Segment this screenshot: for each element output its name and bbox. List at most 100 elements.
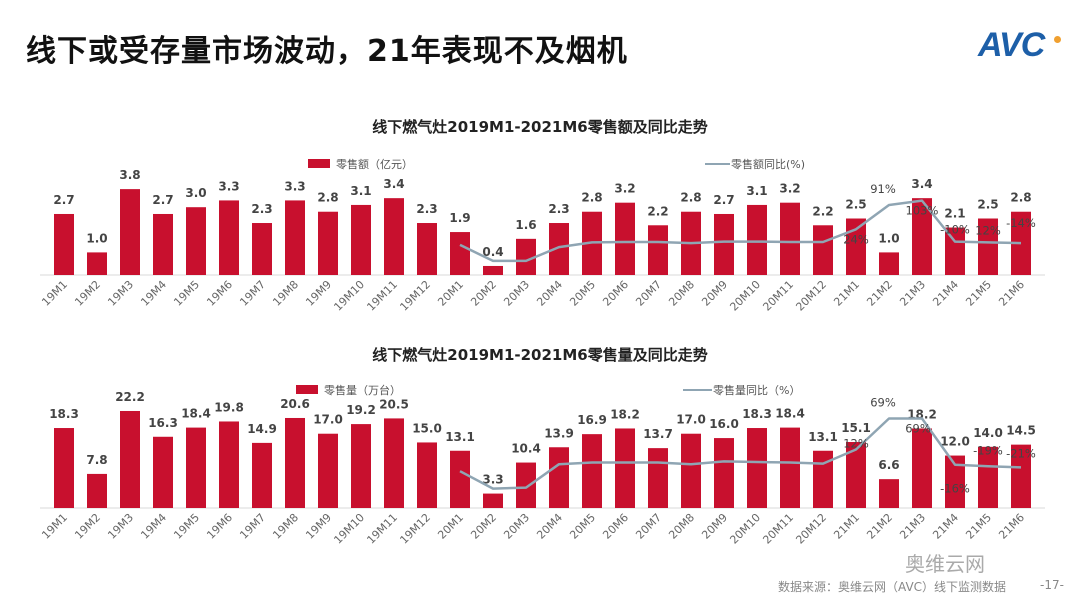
bar-20M3 bbox=[516, 462, 536, 508]
bar-21M1 bbox=[846, 442, 866, 508]
bar-label-19M5: 18.4 bbox=[181, 407, 211, 421]
chart-2-legend-bar: 零售量（万台） bbox=[324, 383, 401, 397]
bar-20M3 bbox=[516, 238, 536, 275]
bar-label-19M12: 15.0 bbox=[412, 421, 442, 435]
x-tick-19M6: 19M6 bbox=[204, 511, 235, 542]
bar-label-20M10: 18.3 bbox=[742, 407, 772, 421]
x-tick-19M3: 19M3 bbox=[105, 511, 136, 542]
bar-19M1 bbox=[54, 428, 74, 508]
page-number: -17- bbox=[1040, 578, 1064, 592]
x-tick-20M6: 20M6 bbox=[600, 511, 631, 542]
bar-19M9 bbox=[318, 211, 338, 275]
bar-20M8 bbox=[681, 433, 701, 508]
x-tick-19M2: 19M2 bbox=[72, 511, 103, 542]
bar-21M4 bbox=[945, 455, 965, 508]
bar-label-19M9: 2.8 bbox=[317, 191, 338, 205]
bar-20M9 bbox=[714, 213, 734, 275]
x-tick-19M6: 19M6 bbox=[204, 278, 235, 309]
x-tick-19M12: 19M12 bbox=[397, 278, 433, 314]
bar-label-20M8: 17.0 bbox=[676, 413, 706, 427]
chart-1-legend-line: 零售额同比(%) bbox=[731, 157, 805, 171]
bar-label-19M10: 19.2 bbox=[346, 403, 376, 417]
x-tick-20M2: 20M2 bbox=[468, 278, 499, 309]
bar-label-20M7: 13.7 bbox=[643, 427, 673, 441]
bar-label-20M11: 18.4 bbox=[775, 407, 805, 421]
bar-label-21M4: 2.1 bbox=[944, 207, 965, 221]
yoy-label-21M6: -14% bbox=[1006, 216, 1036, 230]
bar-label-19M3: 22.2 bbox=[115, 390, 145, 404]
bar-21M6 bbox=[1011, 211, 1031, 275]
bar-label-20M5: 16.9 bbox=[577, 413, 607, 427]
yoy-line bbox=[459, 199, 1022, 263]
x-tick-20M10: 20M10 bbox=[727, 511, 763, 547]
bar-20M6 bbox=[615, 428, 635, 508]
x-tick-20M11: 20M11 bbox=[760, 278, 796, 314]
bar-19M11 bbox=[384, 198, 404, 275]
x-tick-19M2: 19M2 bbox=[72, 278, 103, 309]
x-tick-20M8: 20M8 bbox=[666, 511, 697, 542]
bar-20M4 bbox=[549, 447, 569, 508]
bar-label-19M2: 1.0 bbox=[86, 231, 107, 245]
bar-19M6 bbox=[219, 421, 239, 508]
x-tick-20M6: 20M6 bbox=[600, 278, 631, 309]
bar-label-19M6: 19.8 bbox=[214, 400, 244, 414]
bar-19M8 bbox=[285, 417, 305, 508]
yoy-line bbox=[459, 417, 1022, 490]
bar-label-20M4: 2.3 bbox=[548, 202, 569, 216]
x-tick-19M4: 19M4 bbox=[138, 511, 169, 542]
bar-19M3 bbox=[120, 189, 140, 275]
x-tick-20M1: 20M1 bbox=[435, 511, 466, 542]
bar-label-20M3: 10.4 bbox=[511, 442, 541, 456]
bar-label-20M2: 0.4 bbox=[482, 245, 503, 259]
x-tick-19M5: 19M5 bbox=[171, 511, 202, 542]
bar-21M3 bbox=[912, 198, 932, 275]
x-tick-20M12: 20M12 bbox=[793, 278, 829, 314]
x-tick-20M4: 20M4 bbox=[534, 511, 565, 542]
bar-19M7 bbox=[252, 442, 272, 508]
yoy-label-21M6: -21% bbox=[1006, 446, 1036, 460]
bar-20M2 bbox=[483, 265, 503, 275]
yoy-label-21M2: 69% bbox=[870, 395, 896, 409]
x-tick-19M8: 19M8 bbox=[270, 278, 301, 309]
x-tick-21M2: 21M2 bbox=[864, 511, 895, 542]
chart-2-plot: 18.319M17.819M222.219M316.319M418.419M51… bbox=[39, 390, 1045, 547]
x-tick-20M3: 20M3 bbox=[501, 511, 532, 542]
bar-20M4 bbox=[549, 223, 569, 275]
bar-19M3 bbox=[120, 410, 140, 508]
bar-label-19M12: 2.3 bbox=[416, 202, 437, 216]
bar-label-19M1: 2.7 bbox=[53, 193, 74, 207]
bar-label-20M6: 3.2 bbox=[614, 182, 635, 196]
chart-1-legend-bar: 零售额（亿元） bbox=[336, 157, 413, 171]
bar-21M5 bbox=[978, 218, 998, 275]
bar-21M5 bbox=[978, 446, 998, 508]
wechat-watermark: 奥维云网 bbox=[905, 552, 985, 576]
bar-label-19M11: 20.5 bbox=[379, 397, 409, 411]
chart-1-title: 线下燃气灶2019M1-2021M6零售额及同比走势 bbox=[372, 118, 707, 136]
bar-19M4 bbox=[153, 213, 173, 275]
bar-19M6 bbox=[219, 200, 239, 275]
bar-20M5 bbox=[582, 434, 602, 508]
x-tick-19M9: 19M9 bbox=[303, 511, 334, 542]
bar-20M6 bbox=[615, 202, 635, 275]
bar-label-21M1: 15.1 bbox=[841, 421, 871, 435]
bar-21M3 bbox=[912, 428, 932, 508]
bar-19M5 bbox=[186, 207, 206, 275]
x-tick-20M9: 20M9 bbox=[699, 511, 730, 542]
x-tick-21M6: 21M6 bbox=[996, 278, 1027, 309]
x-tick-20M5: 20M5 bbox=[567, 278, 598, 309]
yoy-label-21M5: 12% bbox=[975, 223, 1001, 237]
bar-label-20M8: 2.8 bbox=[680, 191, 701, 205]
x-tick-20M2: 20M2 bbox=[468, 511, 499, 542]
x-tick-19M1: 19M1 bbox=[39, 511, 70, 542]
bar-label-19M9: 17.0 bbox=[313, 413, 343, 427]
x-tick-21M3: 21M3 bbox=[897, 278, 928, 309]
bar-label-19M8: 3.3 bbox=[284, 179, 305, 193]
bar-label-21M1: 2.5 bbox=[845, 198, 866, 212]
x-tick-20M3: 20M3 bbox=[501, 278, 532, 309]
bar-label-20M3: 1.6 bbox=[515, 218, 536, 232]
x-tick-20M12: 20M12 bbox=[793, 511, 829, 547]
x-tick-19M7: 19M7 bbox=[237, 278, 268, 309]
bar-20M12 bbox=[813, 450, 833, 508]
bar-label-21M3: 3.4 bbox=[911, 177, 932, 191]
logo-dot bbox=[1054, 36, 1061, 43]
